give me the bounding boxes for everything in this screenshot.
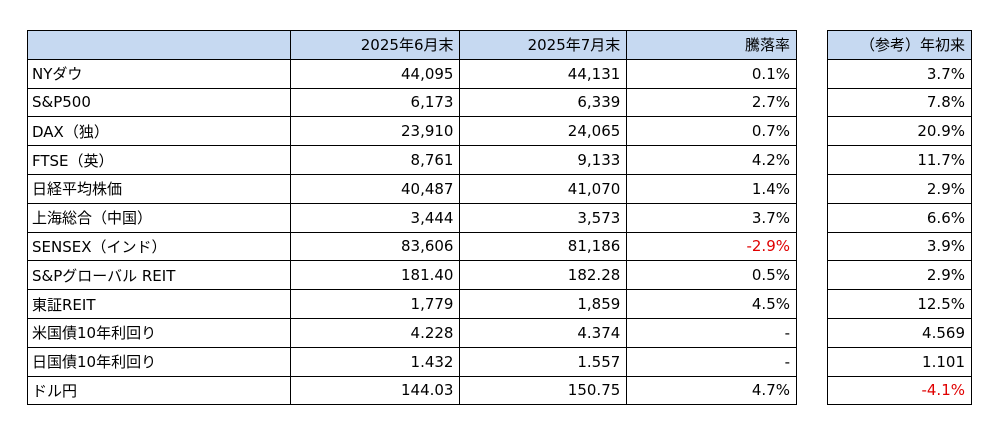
table-row: S&Pグローバル REIT 181.40 182.28 0.5% [27, 260, 797, 291]
header-row: （参考）年初来 [827, 30, 972, 60]
table-cell: 150.75 [459, 375, 628, 406]
table-cell: SENSEX（インド） [27, 231, 291, 262]
table-cell: NYダウ [27, 58, 291, 89]
table-cell: 3,444 [289, 202, 461, 233]
table-cell: 4.374 [459, 317, 628, 348]
table-cell: （参考）年初来 [827, 30, 972, 60]
table-row: 1.101 [827, 346, 972, 377]
table-row: 7.8% [827, 87, 972, 118]
table-cell: 4.5% [626, 289, 797, 319]
table-row: NYダウ 44,095 44,131 0.1% [27, 58, 797, 89]
table-row: 20.9% [827, 116, 972, 147]
table-row: 3.9% [827, 231, 972, 262]
table-cell [27, 30, 291, 60]
table-cell: ドル円 [27, 375, 291, 406]
table-cell: 日経平均株価 [27, 173, 291, 204]
table-cell: -4.1% [827, 375, 972, 406]
table-cell: 1,779 [289, 289, 461, 319]
table-row: 東証REIT 1,779 1,859 4.5% [27, 289, 797, 319]
table-cell: 11.7% [827, 145, 972, 175]
table-cell: 40,487 [289, 173, 461, 204]
table-row: 3.7% [827, 58, 972, 89]
table-cell: 81,186 [459, 231, 628, 262]
table-cell: 3.7% [626, 202, 797, 233]
table-cell: S&Pグローバル REIT [27, 260, 291, 291]
table-cell: 3,573 [459, 202, 628, 233]
table-cell: 1,859 [459, 289, 628, 319]
table-cell: 4.7% [626, 375, 797, 406]
table-cell: 23,910 [289, 116, 461, 147]
table-cell: 24,065 [459, 116, 628, 147]
table-cell: 181.40 [289, 260, 461, 291]
table-row: SENSEX（インド） 83,606 81,186 -2.9% [27, 231, 797, 262]
table-row: 2.9% [827, 260, 972, 291]
table-cell: - [626, 317, 797, 348]
table-cell: 144.03 [289, 375, 461, 406]
table-cell: 1.432 [289, 346, 461, 377]
table-cell: 12.5% [827, 289, 972, 319]
table-cell: -2.9% [626, 231, 797, 262]
table-cell: - [626, 346, 797, 377]
table-cell: 8,761 [289, 145, 461, 175]
table-cell: 騰落率 [626, 30, 797, 60]
table-cell: 6,339 [459, 87, 628, 118]
table-row: ドル円 144.03 150.75 4.7% [27, 375, 797, 406]
reference-table: （参考）年初来 3.7% 7.8% 20.9% 11.7% 2.9% 6.6% 3.9% 2.9… [827, 30, 972, 406]
table-row: DAX（独） 23,910 24,065 0.7% [27, 116, 797, 147]
table-cell: 2.9% [827, 173, 972, 204]
header-row: 2025年6月末 2025年7月末 騰落率 [27, 30, 797, 60]
table-row: FTSE（英） 8,761 9,133 4.2% [27, 145, 797, 175]
table-row: 日国債10年利回り 1.432 1.557- [27, 346, 797, 377]
table-cell: DAX（独） [27, 116, 291, 147]
table-row: -4.1% [827, 375, 972, 406]
table-cell: 4.569 [827, 317, 972, 348]
table-cell: 4.2% [626, 145, 797, 175]
table-row: 6.6% [827, 202, 972, 233]
table-cell: 東証REIT [27, 289, 291, 319]
table-cell: 米国債10年利回り [27, 317, 291, 348]
table-row: 12.5% [827, 289, 972, 319]
table-cell: 3.9% [827, 231, 972, 262]
table-cell: 83,606 [289, 231, 461, 262]
table-cell: 9,133 [459, 145, 628, 175]
market-table: 2025年6月末 2025年7月末 騰落率 NYダウ 44,095 44,131 0.1% S… [27, 30, 797, 406]
table-cell: S&P500 [27, 87, 291, 118]
table-cell: 1.4% [626, 173, 797, 204]
table-cell: FTSE（英） [27, 145, 291, 175]
table-cell: 0.7% [626, 116, 797, 147]
table-row: 2.9% [827, 173, 972, 204]
table-cell: 1.557 [459, 346, 628, 377]
table-row: 上海総合（中国） 3,444 3,573 3.7% [27, 202, 797, 233]
table-cell: 2.7% [626, 87, 797, 118]
table-cell: 2025年7月末 [459, 30, 628, 60]
table-cell: 6,173 [289, 87, 461, 118]
table-row: S&P500 6,173 6,339 2.7% [27, 87, 797, 118]
table-cell: 日国債10年利回り [27, 346, 291, 377]
table-cell: 3.7% [827, 58, 972, 89]
table-cell: 0.1% [626, 58, 797, 89]
table-cell: 6.6% [827, 202, 972, 233]
table-cell: 2025年6月末 [289, 30, 461, 60]
table-cell: 20.9% [827, 116, 972, 147]
table-cell: 44,131 [459, 58, 628, 89]
table-row: 4.569 [827, 317, 972, 348]
table-cell: 4.228 [289, 317, 461, 348]
table-row: 11.7% [827, 145, 972, 175]
table-cell: 41,070 [459, 173, 628, 204]
table-cell: 44,095 [289, 58, 461, 89]
table-row: 日経平均株価 40,487 41,070 1.4% [27, 173, 797, 204]
table-cell: 0.5% [626, 260, 797, 291]
table-cell: 上海総合（中国） [27, 202, 291, 233]
table-cell: 1.101 [827, 346, 972, 377]
table-row: 米国債10年利回り 4.228 4.374- [27, 317, 797, 348]
table-cell: 7.8% [827, 87, 972, 118]
table-cell: 182.28 [459, 260, 628, 291]
table-cell: 2.9% [827, 260, 972, 291]
